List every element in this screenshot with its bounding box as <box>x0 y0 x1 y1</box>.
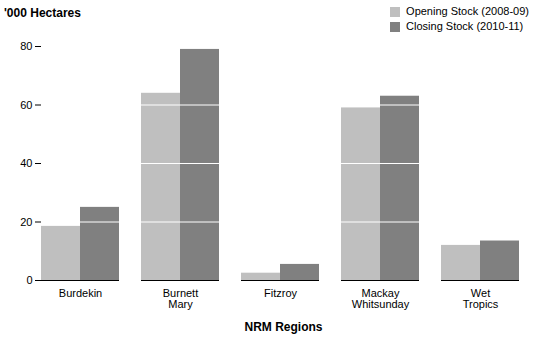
svg-text:Burdekin: Burdekin <box>59 287 102 299</box>
html-text:Closing Stock (2010-11): Closing Stock (2010-11) <box>406 20 524 32</box>
html-text:Opening Stock (2008-09): Opening Stock (2008-09) <box>406 5 529 17</box>
svg-text:MackayWhitsunday: MackayWhitsunday <box>352 287 410 310</box>
svg-text:40: 40 <box>20 157 32 169</box>
html-text:NRM Regions: NRM Regions <box>244 320 323 334</box>
svg-text:60: 60 <box>20 99 32 111</box>
svg-text:WetTropics: WetTropics <box>463 287 499 310</box>
svg-text:20: 20 <box>20 216 32 228</box>
svg-text:0: 0 <box>26 274 32 286</box>
svg-text:BurnettMary: BurnettMary <box>163 287 198 310</box>
html-text:'000 Hectares: '000 Hectares <box>4 6 81 20</box>
svg-text:80: 80 <box>20 40 32 52</box>
svg-text:Fitzroy: Fitzroy <box>264 287 298 299</box>
